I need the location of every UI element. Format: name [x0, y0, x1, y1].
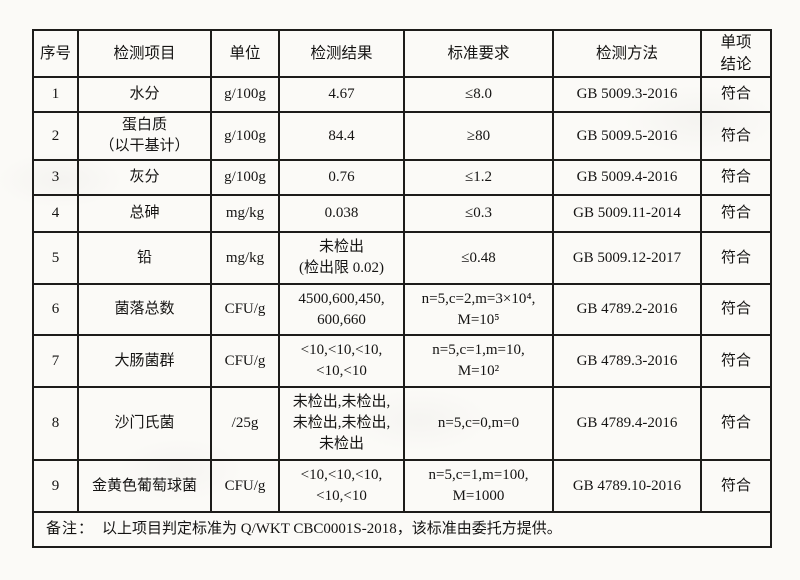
cell-unit: g/100g: [210, 111, 280, 162]
table-row: 1 水分 g/100g 4.67 ≤8.0 GB 5009.3-2016 符合: [32, 76, 772, 114]
cell-method: GB 5009.3-2016: [552, 76, 702, 114]
cell-unit: CFU/g: [210, 283, 280, 337]
cell-item: 大肠菌群: [77, 334, 212, 389]
cell-item: 铅: [77, 231, 212, 286]
cell-unit: CFU/g: [210, 334, 280, 389]
table-row: 3 灰分 g/100g 0.76 ≤1.2 GB 5009.4-2016 符合: [32, 159, 772, 197]
cell-unit: g/100g: [210, 159, 280, 197]
cell-method: GB 5009.5-2016: [552, 111, 702, 162]
cell-conclusion: 符合: [700, 231, 772, 286]
cell-item: 沙门氏菌: [77, 386, 212, 462]
cell-conclusion: 符合: [700, 386, 772, 462]
cell-conclusion: 符合: [700, 159, 772, 197]
cell-requirement: ≤8.0: [403, 76, 554, 114]
cell-conclusion: 符合: [700, 76, 772, 114]
col-header-conclusion: 单项 结论: [700, 28, 772, 79]
cell-unit: CFU/g: [210, 459, 280, 514]
cell-requirement: ≤0.48: [403, 231, 554, 286]
cell-result: 0.76: [278, 159, 405, 197]
cell-method: GB 4789.10-2016: [552, 459, 702, 514]
cell-conclusion: 符合: [700, 334, 772, 389]
cell-conclusion: 符合: [700, 283, 772, 337]
cell-no: 4: [32, 194, 79, 234]
cell-requirement: ≤1.2: [403, 159, 554, 197]
table-row: 8 沙门氏菌 /25g 未检出,未检出, 未检出,未检出, 未检出 n=5,c=…: [32, 386, 772, 462]
col-header-unit: 单位: [210, 28, 280, 79]
cell-item: 金黄色葡萄球菌: [77, 459, 212, 514]
table-row: 9 金黄色葡萄球菌 CFU/g <10,<10,<10, <10,<10 n=5…: [32, 459, 772, 514]
test-report-table: 序号 检测项目 单位 检测结果 标准要求 检测方法 单项 结论 1 水分 g/1…: [32, 28, 772, 549]
cell-result: 0.038: [278, 194, 405, 234]
cell-no: 5: [32, 231, 79, 286]
cell-result: <10,<10,<10, <10,<10: [278, 334, 405, 389]
cell-item: 水分: [77, 76, 212, 114]
cell-result: 未检出,未检出, 未检出,未检出, 未检出: [278, 386, 405, 462]
table-row: 2 蛋白质 （以干基计） g/100g 84.4 ≥80 GB 5009.5-2…: [32, 111, 772, 162]
cell-item: 菌落总数: [77, 283, 212, 337]
cell-method: GB 5009.4-2016: [552, 159, 702, 197]
cell-conclusion: 符合: [700, 111, 772, 162]
cell-requirement: n=5,c=1,m=100, M=1000: [403, 459, 554, 514]
cell-unit: g/100g: [210, 76, 280, 114]
cell-no: 1: [32, 76, 79, 114]
cell-requirement: ≤0.3: [403, 194, 554, 234]
cell-method: GB 4789.3-2016: [552, 334, 702, 389]
cell-unit: mg/kg: [210, 194, 280, 234]
cell-item: 灰分: [77, 159, 212, 197]
cell-result: 未检出 (检出限 0.02): [278, 231, 405, 286]
cell-item: 总砷: [77, 194, 212, 234]
table-row: 6 菌落总数 CFU/g 4500,600,450, 600,660 n=5,c…: [32, 283, 772, 337]
col-header-item: 检测项目: [77, 28, 212, 79]
cell-requirement: n=5,c=2,m=3×10⁴, M=10⁵: [403, 283, 554, 337]
cell-unit: mg/kg: [210, 231, 280, 286]
cell-method: GB 4789.2-2016: [552, 283, 702, 337]
cell-result: <10,<10,<10, <10,<10: [278, 459, 405, 514]
col-header-result: 检测结果: [278, 28, 405, 79]
cell-requirement: ≥80: [403, 111, 554, 162]
cell-result: 4.67: [278, 76, 405, 114]
header-row: 序号 检测项目 单位 检测结果 标准要求 检测方法 单项 结论: [32, 28, 772, 79]
cell-result: 4500,600,450, 600,660: [278, 283, 405, 337]
cell-method: GB 5009.11-2014: [552, 194, 702, 234]
note-label: 备注：: [46, 521, 95, 538]
cell-method: GB 5009.12-2017: [552, 231, 702, 286]
cell-conclusion: 符合: [700, 459, 772, 514]
cell-requirement: n=5,c=1,m=10, M=10²: [403, 334, 554, 389]
table-row: 4 总砷 mg/kg 0.038 ≤0.3 GB 5009.11-2014 符合: [32, 194, 772, 234]
cell-no: 7: [32, 334, 79, 389]
cell-method: GB 4789.4-2016: [552, 386, 702, 462]
col-header-method: 检测方法: [552, 28, 702, 79]
cell-no: 2: [32, 111, 79, 162]
note-cell: 备注： 以上项目判定标准为 Q/WKT CBC0001S-2018，该标准由委托方…: [32, 511, 772, 549]
note-text: 以上项目判定标准为 Q/WKT CBC0001S-2018，该标准由委托方提供。: [102, 521, 562, 538]
col-header-requirement: 标准要求: [403, 28, 554, 79]
cell-no: 9: [32, 459, 79, 514]
col-header-no: 序号: [32, 28, 79, 79]
cell-no: 3: [32, 159, 79, 197]
cell-item: 蛋白质 （以干基计）: [77, 111, 212, 162]
table-row: 7 大肠菌群 CFU/g <10,<10,<10, <10,<10 n=5,c=…: [32, 334, 772, 389]
cell-unit: /25g: [210, 386, 280, 462]
cell-conclusion: 符合: [700, 194, 772, 234]
note-row: 备注： 以上项目判定标准为 Q/WKT CBC0001S-2018，该标准由委托方…: [32, 511, 772, 549]
cell-requirement: n=5,c=0,m=0: [403, 386, 554, 462]
cell-no: 8: [32, 386, 79, 462]
table-row: 5 铅 mg/kg 未检出 (检出限 0.02) ≤0.48 GB 5009.1…: [32, 231, 772, 286]
cell-result: 84.4: [278, 111, 405, 162]
cell-no: 6: [32, 283, 79, 337]
